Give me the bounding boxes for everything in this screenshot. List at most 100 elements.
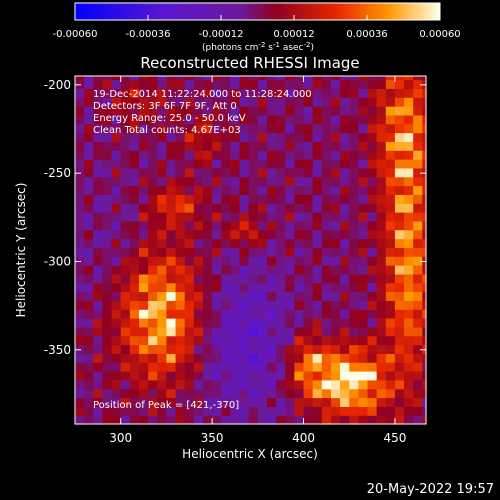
heatmap-cell bbox=[367, 159, 378, 169]
heatmap-cell bbox=[175, 88, 186, 98]
heatmap-cell bbox=[367, 247, 378, 257]
y-tick-label: -300 bbox=[44, 254, 71, 268]
heatmap-cell bbox=[276, 97, 286, 107]
heatmap-cell bbox=[294, 123, 305, 134]
heatmap-cell bbox=[166, 185, 177, 195]
heatmap-cell bbox=[376, 88, 387, 98]
heatmap-cell bbox=[93, 114, 104, 125]
heatmap-cell bbox=[340, 309, 350, 319]
heatmap-cell bbox=[93, 150, 104, 160]
heatmap-cell bbox=[111, 256, 122, 266]
heatmap-cell bbox=[422, 106, 427, 116]
heatmap-cell bbox=[184, 229, 195, 240]
heatmap-cell bbox=[193, 273, 204, 284]
heatmap-cell bbox=[385, 141, 396, 151]
heatmap-cell bbox=[129, 97, 140, 107]
heatmap-cell bbox=[221, 88, 231, 98]
heatmap-cell bbox=[358, 379, 369, 390]
heatmap-cell bbox=[376, 247, 387, 257]
heatmap-cell bbox=[230, 159, 241, 169]
heatmap-cell bbox=[413, 97, 423, 107]
heatmap-cell bbox=[93, 362, 104, 372]
heatmap-cell bbox=[276, 291, 286, 301]
heatmap-cell bbox=[102, 229, 113, 240]
heatmap-cell bbox=[303, 203, 314, 213]
heatmap-cell bbox=[376, 362, 387, 372]
heatmap-cell bbox=[239, 291, 250, 301]
heatmap-cell bbox=[93, 326, 104, 337]
heatmap-cell bbox=[422, 88, 427, 98]
heatmap-cell bbox=[175, 291, 186, 301]
heatmap-cell bbox=[102, 379, 113, 390]
heatmap-cell bbox=[212, 106, 222, 116]
heatmap-cell bbox=[285, 353, 295, 363]
heatmap-cell bbox=[376, 344, 387, 354]
heatmap-image bbox=[75, 76, 427, 425]
heatmap-cell bbox=[312, 397, 323, 407]
heatmap-cell bbox=[184, 282, 195, 293]
heatmap-cell bbox=[340, 229, 350, 240]
heatmap-cell bbox=[212, 150, 222, 160]
heatmap-cell bbox=[303, 159, 314, 169]
heatmap-cell bbox=[239, 309, 250, 319]
heatmap-cell bbox=[285, 238, 295, 248]
heatmap-cell bbox=[202, 379, 213, 390]
heatmap-cell bbox=[166, 335, 177, 346]
heatmap-cell bbox=[321, 114, 332, 125]
heatmap-cell bbox=[221, 97, 231, 107]
heatmap-cell bbox=[248, 79, 259, 89]
heatmap-cell bbox=[285, 388, 295, 399]
heatmap-cell bbox=[422, 123, 427, 134]
heatmap-cell bbox=[404, 114, 414, 125]
heatmap-cell bbox=[129, 415, 140, 425]
heatmap-cell bbox=[202, 362, 213, 372]
heatmap-cell bbox=[330, 265, 341, 275]
heatmap-cell bbox=[93, 291, 104, 301]
heatmap-cell bbox=[230, 76, 241, 81]
heatmap-cell bbox=[349, 106, 359, 116]
heatmap-cell bbox=[175, 132, 186, 142]
heatmap-cell bbox=[111, 88, 122, 98]
heatmap-cell bbox=[175, 106, 186, 116]
heatmap-cell bbox=[212, 185, 222, 195]
heatmap-cell bbox=[312, 123, 323, 134]
heatmap-cell bbox=[321, 203, 332, 213]
heatmap-cell bbox=[175, 123, 186, 134]
heatmap-cell bbox=[321, 167, 332, 178]
heatmap-cell bbox=[248, 167, 259, 178]
heatmap-cell bbox=[367, 176, 378, 187]
heatmap-cell bbox=[230, 79, 241, 89]
heatmap-cell bbox=[138, 212, 149, 222]
heatmap-cell bbox=[84, 326, 94, 337]
heatmap-cell bbox=[248, 379, 259, 390]
heatmap-cell bbox=[303, 229, 314, 240]
heatmap-cell bbox=[330, 79, 341, 89]
heatmap-cell bbox=[367, 362, 378, 372]
heatmap-cell bbox=[75, 238, 85, 248]
heatmap-cell bbox=[266, 185, 277, 195]
heatmap-cell bbox=[166, 300, 177, 310]
heatmap-cell bbox=[129, 88, 140, 98]
heatmap-cell bbox=[138, 220, 149, 231]
heatmap-cell bbox=[102, 132, 113, 142]
heatmap-cell bbox=[294, 309, 305, 319]
heatmap-cell bbox=[120, 300, 131, 310]
heatmap-cell bbox=[120, 406, 131, 416]
heatmap-cell bbox=[358, 212, 369, 222]
heatmap-cell bbox=[321, 185, 332, 195]
heatmap-cell bbox=[266, 256, 277, 266]
heatmap-cell bbox=[285, 247, 295, 257]
heatmap-cell bbox=[75, 114, 85, 125]
heatmap-cell bbox=[184, 353, 195, 363]
heatmap-cell bbox=[239, 265, 250, 275]
heatmap-cell bbox=[257, 326, 268, 337]
heatmap-cell bbox=[148, 220, 158, 231]
heatmap-cell bbox=[175, 167, 186, 178]
heatmap-cell bbox=[248, 150, 259, 160]
heatmap-cell bbox=[376, 97, 387, 107]
heatmap-cell bbox=[349, 344, 359, 354]
heatmap-cell bbox=[422, 256, 427, 266]
heatmap-cell bbox=[138, 397, 149, 407]
heatmap-cell bbox=[404, 344, 414, 354]
heatmap-cell bbox=[111, 406, 122, 416]
